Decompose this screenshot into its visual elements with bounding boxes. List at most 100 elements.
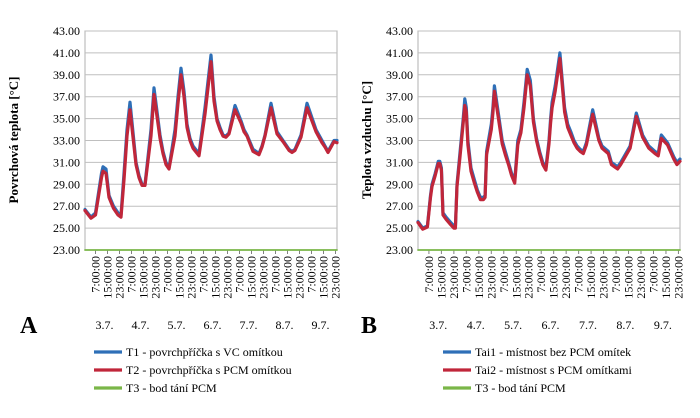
y-tick-label: 39.00: [53, 68, 80, 82]
y-tick-label: 41.00: [53, 46, 80, 60]
x-tick-label: 15:00:00: [509, 256, 523, 299]
day-labels: 3.7. 4.7. 5.7. 6.7. 7.7. 8.7. 9.7.: [429, 318, 672, 332]
series-line-2: [83, 60, 339, 220]
day-label: 9.7.: [654, 318, 672, 332]
legend: T1 - povrchpříčka s VC omítkou T2 - povrc…: [94, 345, 292, 395]
x-tick-label: 23:00:00: [447, 256, 461, 299]
x-tick-label: 15:00:00: [281, 256, 295, 299]
y-tick-label: 35.00: [53, 112, 80, 126]
x-tick-label: 15:00:00: [173, 256, 187, 299]
x-tick-label: 23:00:00: [522, 256, 536, 299]
x-tick-label: 7:00:00: [161, 256, 175, 293]
y-tick-label: 27.00: [386, 199, 413, 213]
y-tick-label: 29.00: [53, 177, 80, 191]
x-tick-label: 23:00:00: [634, 256, 648, 299]
day-label: 7.7.: [579, 318, 597, 332]
x-tick-label: 23:00:00: [671, 256, 685, 299]
x-tick-label: 15:00:00: [317, 256, 331, 299]
day-labels: 3.7. 4.7. 5.7. 6.7. 7.7. 8.7. 9.7.: [96, 318, 330, 332]
day-label: 7.7.: [240, 318, 258, 332]
x-tick-label: 15:00:00: [209, 256, 223, 299]
day-label: 6.7.: [204, 318, 222, 332]
x-tick-label: 7:00:00: [609, 256, 623, 293]
y-tick-label: 27.00: [53, 199, 80, 213]
day-label: 8.7.: [616, 318, 634, 332]
y-tick-label: 31.00: [53, 155, 80, 169]
x-tick-label: 7:00:00: [305, 256, 319, 293]
legend-label: T1 - povrchpříčka s VC omítkou: [126, 345, 283, 359]
x-tick-label: 15:00:00: [659, 256, 673, 299]
x-tick-label: 23:00:00: [257, 256, 271, 299]
legend-label: T2 - povrchpříčka s PCM omítkou: [126, 363, 292, 377]
x-tick-label: 7:00:00: [534, 256, 548, 293]
x-tick-label: 23:00:00: [185, 256, 199, 299]
y-tick-label: 25.00: [53, 221, 80, 235]
series-lines: [83, 53, 339, 251]
x-tick-label: 15:00:00: [472, 256, 486, 299]
x-tick-labels: 7:00:0015:00:0023:00:007:00:0015:00:0023…: [422, 250, 685, 299]
y-tick-label: 37.00: [386, 90, 413, 104]
x-tick-label: 7:00:00: [233, 256, 247, 293]
chart-panel-a: 23.00 25.00 27.00 29.00 31.00 33.00 35.00 37.00…: [6, 24, 343, 395]
day-label: 8.7.: [276, 318, 294, 332]
y-tick-label: 35.00: [386, 112, 413, 126]
y-tick-label: 25.00: [386, 221, 413, 235]
day-label: 5.7.: [168, 318, 186, 332]
y-tick-label: 31.00: [386, 155, 413, 169]
x-tick-label: 15:00:00: [622, 256, 636, 299]
y-tick-label: 23.00: [386, 243, 413, 257]
y-tick-label: 41.00: [386, 46, 413, 60]
legend-label: Tai2 - místnost s PCM omítkami: [475, 363, 633, 377]
day-label: 4.7.: [132, 318, 150, 332]
x-tick-label: 15:00:00: [434, 256, 448, 299]
y-tick-label: 33.00: [53, 134, 80, 148]
x-tick-label: 7:00:00: [89, 256, 103, 293]
y-tick-labels: 23.00 25.00 27.00 29.00 31.00 33.00 35.00 37.00…: [386, 24, 413, 257]
x-tick-label: 7:00:00: [125, 256, 139, 293]
y-tick-label: 33.00: [386, 134, 413, 148]
legend-label: Tai1 - místnost bez PCM omítek: [475, 345, 631, 359]
x-tick-label: 15:00:00: [584, 256, 598, 299]
x-tick-labels: 7:00:0015:00:0023:00:007:00:0015:00:0023…: [89, 250, 343, 299]
day-label: 3.7.: [429, 318, 447, 332]
y-tick-label: 37.00: [53, 90, 80, 104]
series-line-2: [416, 56, 682, 231]
series-lines: [416, 51, 682, 251]
x-tick-label: 23:00:00: [597, 256, 611, 299]
y-tick-label: 23.00: [53, 243, 80, 257]
x-tick-label: 7:00:00: [269, 256, 283, 293]
x-tick-label: 7:00:00: [572, 256, 586, 293]
y-tick-label: 29.00: [386, 177, 413, 191]
day-label: 9.7.: [312, 318, 330, 332]
gridlines: [418, 30, 680, 251]
x-tick-label: 15:00:00: [101, 256, 115, 299]
legend-label: T3 - bod tání PCM: [475, 381, 566, 395]
y-tick-label: 43.00: [53, 24, 80, 38]
y-tick-label: 39.00: [386, 68, 413, 82]
x-tick-label: 23:00:00: [559, 256, 573, 299]
x-tick-label: 7:00:00: [422, 256, 436, 293]
day-label: 3.7.: [96, 318, 114, 332]
x-tick-label: 23:00:00: [149, 256, 163, 299]
x-tick-label: 7:00:00: [459, 256, 473, 293]
y-tick-labels: 23.00 25.00 27.00 29.00 31.00 33.00 35.00 37.00…: [53, 24, 80, 257]
panel-label: B: [361, 313, 377, 339]
day-label: 6.7.: [542, 318, 560, 332]
panel-label: A: [20, 313, 38, 339]
x-tick-label: 7:00:00: [197, 256, 211, 293]
x-tick-label: 23:00:00: [293, 256, 307, 299]
y-tick-label: 43.00: [386, 24, 413, 38]
y-axis-label: Teplota vzduchu [°C]: [359, 81, 374, 199]
legend: Tai1 - místnost bez PCM omítek Tai2 - mís…: [443, 345, 633, 395]
legend-label: T3 - bod tání PCM: [126, 381, 217, 395]
x-tick-label: 15:00:00: [137, 256, 151, 299]
y-axis-label: Povrchová teplota [°C]: [6, 77, 21, 204]
day-label: 4.7.: [467, 318, 485, 332]
x-tick-label: 23:00:00: [113, 256, 127, 299]
x-tick-label: 23:00:00: [484, 256, 498, 299]
x-tick-label: 15:00:00: [547, 256, 561, 299]
x-tick-label: 23:00:00: [329, 256, 343, 299]
chart-panel-b: 23.00 25.00 27.00 29.00 31.00 33.00 35.00 37.00…: [359, 24, 685, 395]
x-tick-label: 23:00:00: [221, 256, 235, 299]
